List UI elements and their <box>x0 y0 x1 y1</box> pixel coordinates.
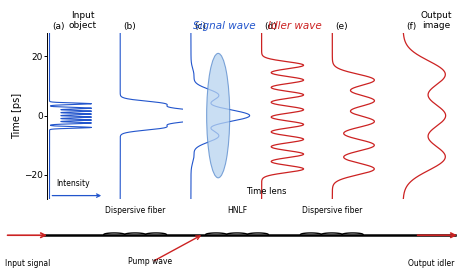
Text: Idler wave: Idler wave <box>268 21 322 31</box>
Text: HNLF: HNLF <box>227 206 247 215</box>
Text: (c): (c) <box>194 22 206 31</box>
Text: Signal wave: Signal wave <box>193 21 255 31</box>
Text: (a): (a) <box>53 22 65 31</box>
Text: Output idler: Output idler <box>408 259 454 268</box>
Text: (e): (e) <box>336 22 348 31</box>
Y-axis label: Time [ps]: Time [ps] <box>11 92 22 139</box>
Text: Output
image: Output image <box>420 11 452 30</box>
Text: Dispersive fiber: Dispersive fiber <box>301 206 362 215</box>
Text: Time lens: Time lens <box>246 187 287 196</box>
Ellipse shape <box>207 53 230 178</box>
Text: Pump wave: Pump wave <box>128 257 172 266</box>
Text: (f): (f) <box>406 22 416 31</box>
Text: Dispersive fiber: Dispersive fiber <box>105 206 165 215</box>
Text: Intensity: Intensity <box>56 179 90 188</box>
Text: Input signal: Input signal <box>5 259 50 268</box>
Text: (d): (d) <box>264 22 277 31</box>
Text: (b): (b) <box>123 22 136 31</box>
Text: Input
object: Input object <box>69 11 97 30</box>
